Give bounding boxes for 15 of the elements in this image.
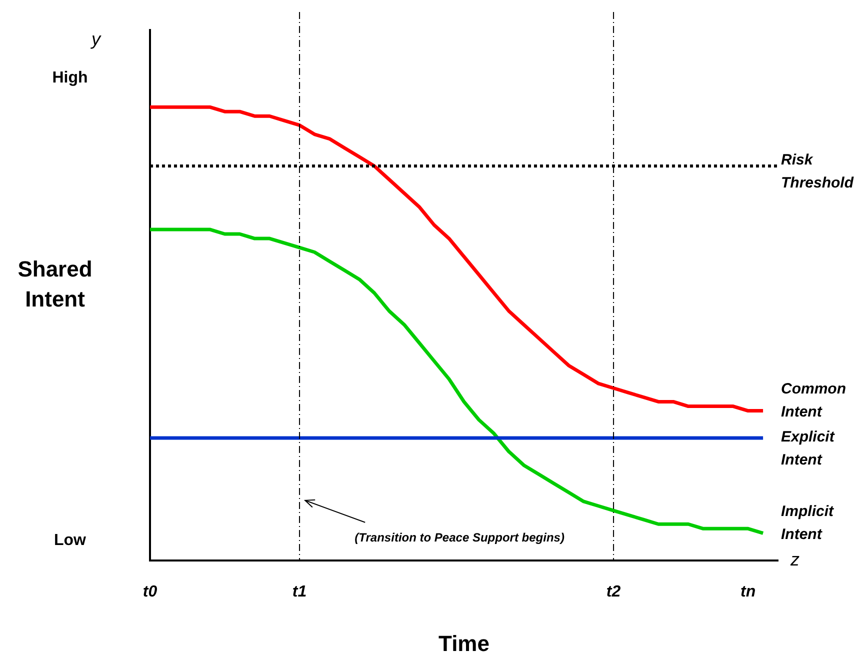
x-tick-label: t0 [142,583,158,600]
x-tick-label: tn [740,583,756,600]
ref-line-label: Risk Threshold [781,152,854,192]
annotation: (Transition to Peace Support begins) [354,530,564,545]
series-label: Common Intent [781,380,846,420]
text: High [52,69,88,86]
text: y [90,29,102,49]
y-axis-title: Shared Intent [18,256,92,312]
text: z [790,549,800,570]
series-label: Explicit Intent [781,428,836,468]
text: Low [54,532,87,549]
series-label: Implicit Intent [781,502,835,543]
x-tick-label: t1 [292,583,307,600]
x-tick-label: t2 [606,583,621,600]
x-axis-title: Time [438,630,490,656]
